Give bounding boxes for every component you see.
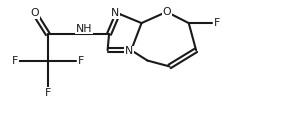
- Text: O: O: [162, 7, 171, 17]
- Text: F: F: [11, 56, 18, 66]
- Text: F: F: [78, 56, 84, 66]
- Text: O: O: [30, 8, 39, 18]
- Text: F: F: [45, 88, 51, 98]
- Text: N: N: [125, 46, 133, 56]
- Text: F: F: [214, 18, 220, 28]
- Text: N: N: [111, 8, 119, 18]
- Text: NH: NH: [76, 24, 92, 34]
